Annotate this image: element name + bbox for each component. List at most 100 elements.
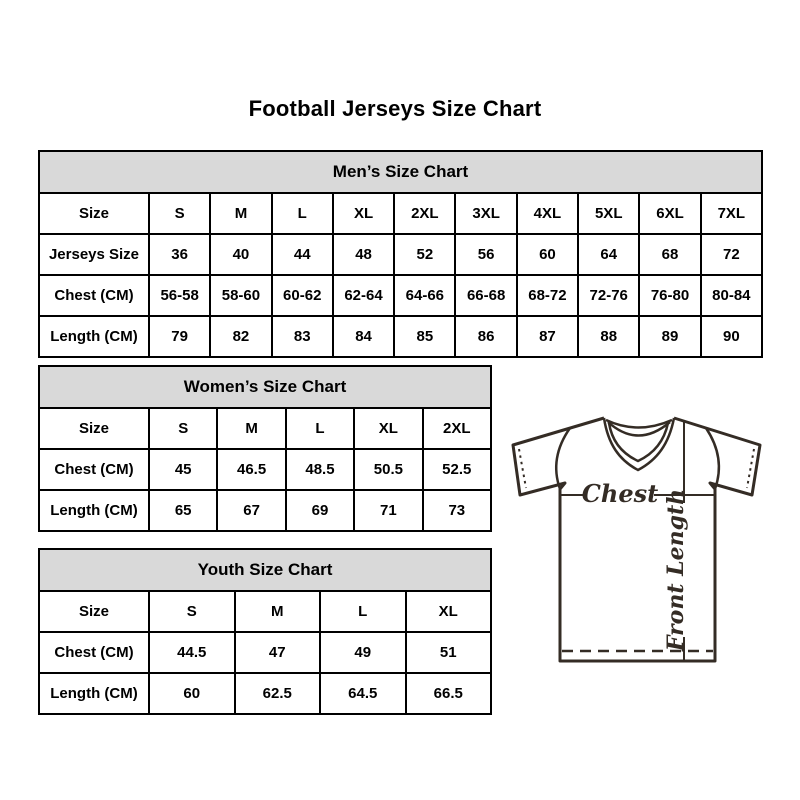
value-cell: L	[270, 192, 334, 235]
value-cell: 62.5	[233, 672, 321, 715]
value-cell: 90	[699, 315, 764, 358]
value-cell: XL	[331, 192, 396, 235]
row-header-cell: Size	[38, 590, 150, 633]
value-cell: 89	[638, 315, 702, 358]
value-cell: 67	[216, 489, 287, 532]
section-header-row: Women’s Size Chart	[38, 365, 492, 409]
value-cell: S	[147, 192, 212, 235]
value-cell: 45	[147, 448, 219, 491]
row-header-cell: Chest (CM)	[38, 274, 150, 317]
youth-size-table: Youth Size Chart Size S M L XL Chest (CM) 44.5 4…	[38, 548, 492, 715]
jersey-illustration: Chest Front Length	[511, 416, 762, 663]
value-cell: 80-84	[699, 274, 764, 317]
value-cell: 79	[147, 315, 212, 358]
value-cell: M	[216, 407, 287, 450]
table-row: Size S M L XL 2XL	[38, 407, 493, 450]
row-header-cell: Chest (CM)	[38, 448, 150, 491]
value-cell: 3XL	[454, 192, 518, 235]
chest-measure-label: Chest	[582, 479, 658, 508]
value-cell: M	[209, 192, 273, 235]
section-title-womens: Women’s Size Chart	[38, 365, 492, 409]
table-row: Length (CM) 60 62.5 64.5 66.5	[38, 672, 492, 715]
value-cell: 76-80	[638, 274, 702, 317]
row-header-cell: Chest (CM)	[38, 631, 150, 674]
value-cell: 6XL	[638, 192, 702, 235]
value-cell: 66.5	[404, 672, 492, 715]
table-row: Length (CM) 65 67 69 71 73	[38, 489, 493, 532]
value-cell: 85	[393, 315, 457, 358]
value-cell: 50.5	[353, 448, 424, 491]
value-cell: XL	[404, 590, 492, 633]
left-sleeve-stitch	[518, 448, 527, 489]
value-cell: 40	[209, 233, 273, 276]
section-title-mens: Men’s Size Chart	[38, 150, 763, 194]
value-cell: 72-76	[577, 274, 641, 317]
value-cell: 52.5	[421, 448, 493, 491]
section-header-row: Youth Size Chart	[38, 548, 492, 592]
value-cell: 2XL	[421, 407, 493, 450]
value-cell: 71	[353, 489, 424, 532]
value-cell: 44	[270, 233, 334, 276]
value-cell: 64.5	[319, 672, 407, 715]
front-length-measure-label: Front Length	[663, 489, 689, 652]
value-cell: 60	[515, 233, 580, 276]
value-cell: 56-58	[147, 274, 212, 317]
value-cell: M	[233, 590, 321, 633]
womens-size-table: Women’s Size Chart Size S M L XL 2XL Chest (CM)…	[38, 365, 493, 532]
right-sleeve-seam	[704, 427, 721, 490]
value-cell: 36	[147, 233, 212, 276]
value-cell: S	[147, 407, 219, 450]
value-cell: 86	[454, 315, 518, 358]
value-cell: 84	[331, 315, 396, 358]
page-title: Football Jerseys Size Chart	[248, 96, 542, 121]
row-header-cell: Jerseys Size	[38, 233, 150, 276]
womens-size-chart-table-container: Women’s Size Chart Size S M L XL 2XL Chest (CM)…	[38, 365, 493, 532]
row-header-cell: Length (CM)	[38, 315, 150, 358]
section-title-youth: Youth Size Chart	[38, 548, 492, 592]
section-header-row: Men’s Size Chart	[38, 150, 763, 194]
value-cell: 2XL	[393, 192, 457, 235]
table-row: Size S M L XL 2XL 3XL 4XL 5XL 6XL 7XL	[38, 192, 764, 235]
value-cell: 72	[699, 233, 764, 276]
table-row: Jerseys Size 36 40 44 48 52 56 60 64 68 72	[38, 233, 764, 276]
jersey-outline-shape	[511, 416, 762, 663]
value-cell: 68-72	[515, 274, 580, 317]
right-sleeve-stitch	[746, 448, 755, 489]
collar-v-outer	[602, 417, 676, 472]
value-cell: 64	[577, 233, 641, 276]
row-header-cell: Size	[38, 407, 150, 450]
collar-back-arc-inner	[607, 421, 671, 437]
value-cell: 44.5	[148, 631, 236, 674]
value-cell: 4XL	[515, 192, 580, 235]
value-cell: 60-62	[270, 274, 334, 317]
value-cell: 52	[393, 233, 457, 276]
mens-size-table: Men’s Size Chart Size S M L XL 2XL 3XL 4XL 5XL 6XL…	[38, 150, 764, 358]
value-cell: 88	[577, 315, 641, 358]
value-cell: L	[319, 590, 407, 633]
value-cell: 51	[404, 631, 492, 674]
value-cell: 48.5	[284, 448, 356, 491]
value-cell: 87	[515, 315, 580, 358]
value-cell: 73	[421, 489, 493, 532]
value-cell: 68	[638, 233, 702, 276]
row-header-cell: Length (CM)	[38, 489, 150, 532]
value-cell: XL	[353, 407, 424, 450]
table-row: Chest (CM) 44.5 47 49 51	[38, 631, 492, 674]
left-sleeve-seam	[554, 427, 572, 490]
row-header-cell: Size	[38, 192, 150, 235]
value-cell: 69	[284, 489, 356, 532]
value-cell: 60	[148, 672, 236, 715]
table-row: Chest (CM) 56-58 58-60 60-62 62-64 64-66 66-68…	[38, 274, 764, 317]
value-cell: 7XL	[699, 192, 764, 235]
value-cell: 5XL	[577, 192, 641, 235]
collar-back-arc-outer	[605, 418, 673, 429]
youth-size-chart-table-container: Youth Size Chart Size S M L XL Chest (CM) 44.5 4…	[38, 548, 492, 715]
value-cell: 48	[331, 233, 396, 276]
table-row: Chest (CM) 45 46.5 48.5 50.5 52.5	[38, 448, 493, 491]
jersey-measurement-diagram: Chest Front Length	[498, 396, 782, 672]
value-cell: 49	[319, 631, 407, 674]
mens-size-chart-table-container: Men’s Size Chart Size S M L XL 2XL 3XL 4XL 5XL 6XL…	[38, 150, 764, 358]
value-cell: 83	[270, 315, 334, 358]
table-row: Size S M L XL	[38, 590, 492, 633]
